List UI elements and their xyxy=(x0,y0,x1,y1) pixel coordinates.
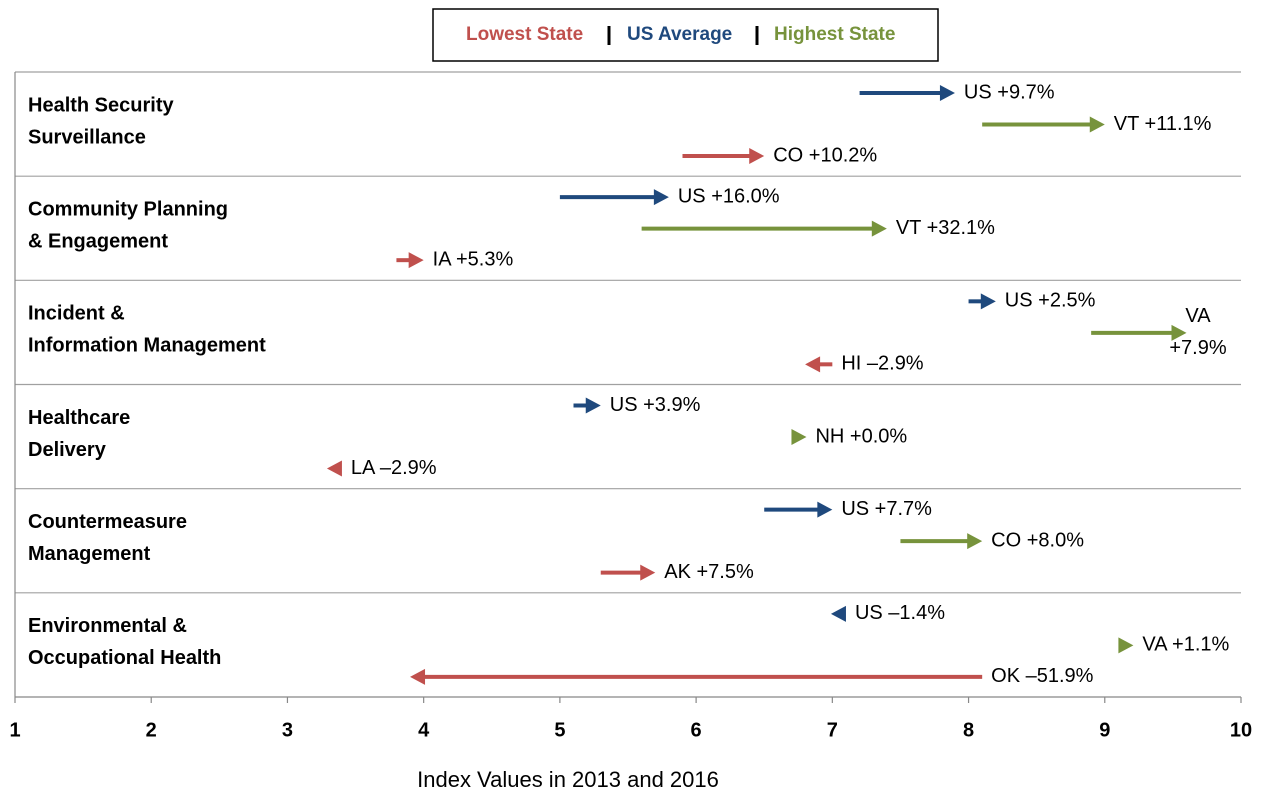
value-label: VA +1.1% xyxy=(1142,634,1229,656)
category-label: Surveillance xyxy=(28,126,146,148)
value-label: VT +11.1% xyxy=(1114,113,1212,135)
x-tick-label: 7 xyxy=(827,719,838,741)
arrow xyxy=(573,397,601,414)
x-tick-label: 1 xyxy=(9,719,20,741)
category-label: Environmental & xyxy=(28,615,187,637)
category-label: Health Security xyxy=(28,94,174,116)
legend-box xyxy=(432,8,939,62)
arrow xyxy=(682,148,765,164)
arrow xyxy=(982,116,1105,133)
arrow-head xyxy=(1089,116,1105,133)
arrow xyxy=(805,356,833,373)
category-label: Delivery xyxy=(28,439,107,461)
arrow xyxy=(410,668,983,685)
value-label: HI –2.9% xyxy=(841,353,923,375)
arrow xyxy=(900,533,983,550)
value-label: IA +5.3% xyxy=(433,248,514,270)
x-tick-label: 6 xyxy=(691,719,702,741)
arrow-head xyxy=(805,356,821,373)
category-label: Countermeasure xyxy=(28,511,187,533)
value-label: US +7.7% xyxy=(841,498,932,520)
x-tick-label: 2 xyxy=(146,719,157,741)
arrow xyxy=(968,293,996,310)
value-label: US +9.7% xyxy=(964,81,1055,103)
x-tick-label: 4 xyxy=(418,719,430,741)
value-label: AK +7.5% xyxy=(664,561,754,583)
legend-label: Lowest State xyxy=(466,24,583,45)
category-label: Healthcare xyxy=(28,407,130,429)
x-tick-label: 3 xyxy=(282,719,293,741)
arrow xyxy=(764,501,833,518)
arrow-head xyxy=(326,460,342,477)
arrow-head xyxy=(980,293,996,310)
arrow-head xyxy=(408,252,424,269)
legend-label: Highest State xyxy=(774,24,895,45)
category-label: Community Planning xyxy=(28,198,228,220)
value-label: US +3.9% xyxy=(610,394,701,416)
value-label: NH +0.0% xyxy=(815,425,907,447)
arrow-head xyxy=(830,605,846,622)
value-label: US +2.5% xyxy=(1005,290,1096,312)
value-label: OK –51.9% xyxy=(991,665,1094,687)
arrow-head xyxy=(871,220,887,237)
arrow xyxy=(859,85,955,101)
arrow-head xyxy=(791,429,807,445)
value-label: VT +32.1% xyxy=(896,217,995,239)
category-label: Management xyxy=(28,543,151,565)
arrow-head xyxy=(410,668,426,685)
arrow-head xyxy=(640,564,656,581)
category-label: Occupational Health xyxy=(28,647,221,669)
arrow-head xyxy=(817,501,833,518)
arrow xyxy=(1091,324,1187,341)
x-tick-label: 10 xyxy=(1230,719,1252,741)
value-label: LA –2.9% xyxy=(351,457,437,479)
category-label: Information Management xyxy=(28,335,266,357)
value-label: CO +8.0% xyxy=(991,529,1084,551)
arrow xyxy=(1118,637,1134,654)
arrow-head xyxy=(1118,637,1134,654)
arrow-head xyxy=(653,189,669,206)
arrow-head xyxy=(1171,324,1187,341)
x-axis-title: Index Values in 2013 and 2016 xyxy=(417,767,719,792)
arrow xyxy=(326,460,342,477)
arrow xyxy=(830,605,846,622)
value-label: US +16.0% xyxy=(678,185,780,207)
category-label: & Engagement xyxy=(28,230,168,252)
arrow xyxy=(641,220,887,237)
arrow xyxy=(559,189,669,206)
category-label: Incident & xyxy=(28,303,125,325)
arrow xyxy=(791,429,807,445)
arrow-head xyxy=(585,397,601,414)
value-label: US –1.4% xyxy=(855,602,945,624)
value-label: VA +7.9% xyxy=(1169,305,1226,359)
arrow xyxy=(396,252,424,269)
arrow xyxy=(600,564,656,581)
x-tick-label: 9 xyxy=(1099,719,1110,741)
value-label: CO +10.2% xyxy=(773,144,877,166)
arrow-head xyxy=(967,533,983,550)
legend-label: US Average xyxy=(627,24,732,45)
arrow-head xyxy=(939,85,955,101)
arrow-head xyxy=(749,148,765,164)
x-tick-label: 5 xyxy=(554,719,565,741)
x-tick-label: 8 xyxy=(963,719,974,741)
